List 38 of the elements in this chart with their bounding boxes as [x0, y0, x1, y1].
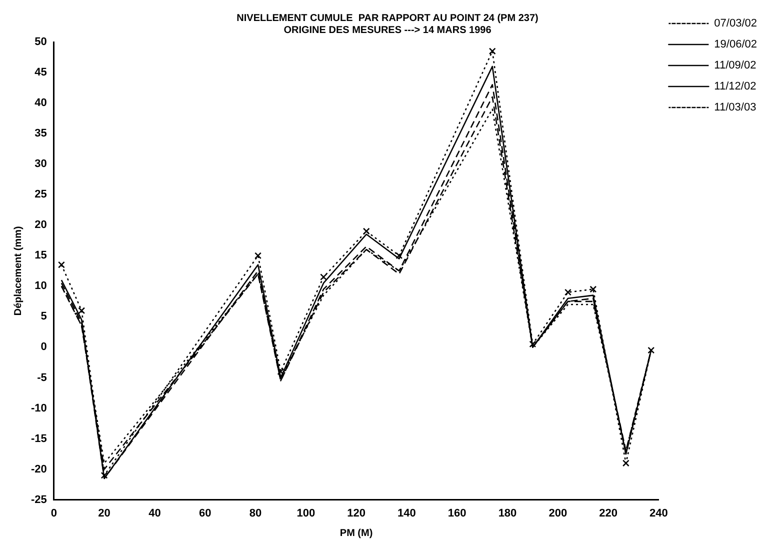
- y-tick-label: 25: [34, 188, 47, 201]
- legend-label: 07/03/02: [714, 18, 758, 30]
- y-tick-label: -20: [30, 463, 47, 476]
- x-tick-label: 80: [249, 507, 262, 520]
- x-tick-label: 140: [398, 507, 416, 520]
- x-tick-label: 100: [296, 507, 316, 520]
- x-tick-label: 40: [148, 507, 161, 520]
- y-tick-label: 0: [40, 341, 47, 354]
- y-tick-label: 10: [34, 280, 47, 292]
- x-tick-label: 200: [548, 507, 568, 520]
- legend-label: 11/09/02: [714, 60, 756, 72]
- y-tick-label: -25: [30, 494, 47, 506]
- y-tick-label: -5: [37, 372, 47, 384]
- x-tick-label: 20: [98, 507, 110, 520]
- y-tick-label: 5: [40, 310, 47, 323]
- y-axis-title: Déplacement (mm): [12, 226, 24, 316]
- legend-label: 11/12/02: [714, 80, 756, 93]
- y-tick-label: -15: [30, 432, 47, 445]
- y-tick-label: 20: [34, 219, 47, 232]
- chart-title: NIVELLEMENT CUMULE PAR RAPPORT AU POINT 24 (PM 237): [236, 12, 538, 24]
- x-tick-label: 160: [448, 507, 466, 520]
- chart-subtitle: ORIGINE DES MESURES ---> 14 MARS 1996: [284, 24, 492, 36]
- x-tick-label: 120: [347, 507, 366, 520]
- x-tick-label: 60: [198, 507, 212, 520]
- legend-label: 19/06/02: [714, 38, 758, 51]
- x-axis-title: PM (M): [340, 528, 373, 539]
- legend-label: 11/03/03: [714, 102, 756, 114]
- x-tick-label: 0: [50, 507, 57, 520]
- y-tick-label: 35: [34, 128, 47, 140]
- x-tick-label: 180: [498, 507, 517, 520]
- x-tick-label: 240: [650, 507, 668, 520]
- y-tick-label: 50: [34, 36, 47, 48]
- y-tick-label: 30: [34, 158, 47, 170]
- y-tick-label: 40: [34, 97, 47, 110]
- x-tick-label: 220: [599, 507, 618, 520]
- y-tick-label: 15: [34, 250, 47, 262]
- y-tick-label: -10: [30, 402, 47, 414]
- y-tick-label: 45: [34, 66, 47, 79]
